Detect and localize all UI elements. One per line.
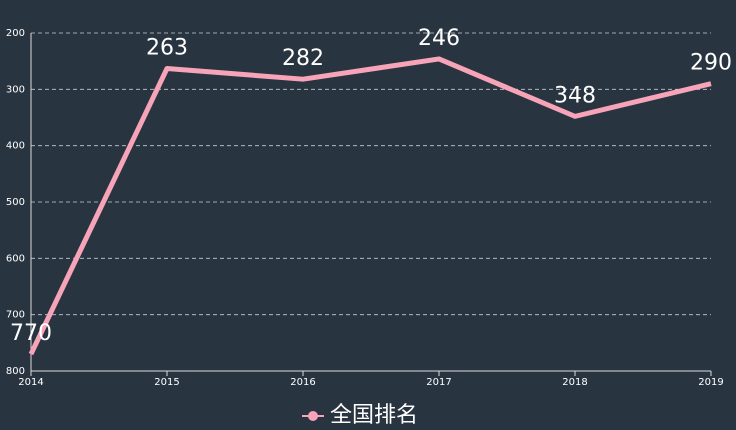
data-label: 290 — [690, 51, 732, 76]
data-label: 282 — [282, 46, 324, 71]
y-tick-label: 500 — [6, 197, 25, 208]
line — [28, 56, 712, 356]
data-label: 348 — [554, 83, 596, 108]
x-tick-label: 2014 — [18, 377, 43, 388]
data-label: 770 — [10, 321, 52, 346]
y-tick-label: 800 — [6, 366, 25, 377]
legend-icon — [308, 411, 318, 421]
x-tick-label: 2017 — [426, 377, 451, 388]
data-label: 263 — [146, 35, 188, 60]
y-tick-label: 400 — [6, 141, 25, 152]
x-tick-label: 2015 — [154, 377, 179, 388]
x-tick-label: 2016 — [290, 377, 315, 388]
data-label: 246 — [418, 26, 460, 51]
y-tick-label: 600 — [6, 253, 25, 264]
y-tick-label: 200 — [6, 28, 25, 39]
legend-label: 全国排名 — [330, 403, 418, 428]
y-tick-label: 300 — [6, 84, 25, 95]
x-tick-label: 2019 — [698, 377, 723, 388]
x-tick-label: 2018 — [562, 377, 587, 388]
y-tick-label: 700 — [6, 310, 25, 321]
